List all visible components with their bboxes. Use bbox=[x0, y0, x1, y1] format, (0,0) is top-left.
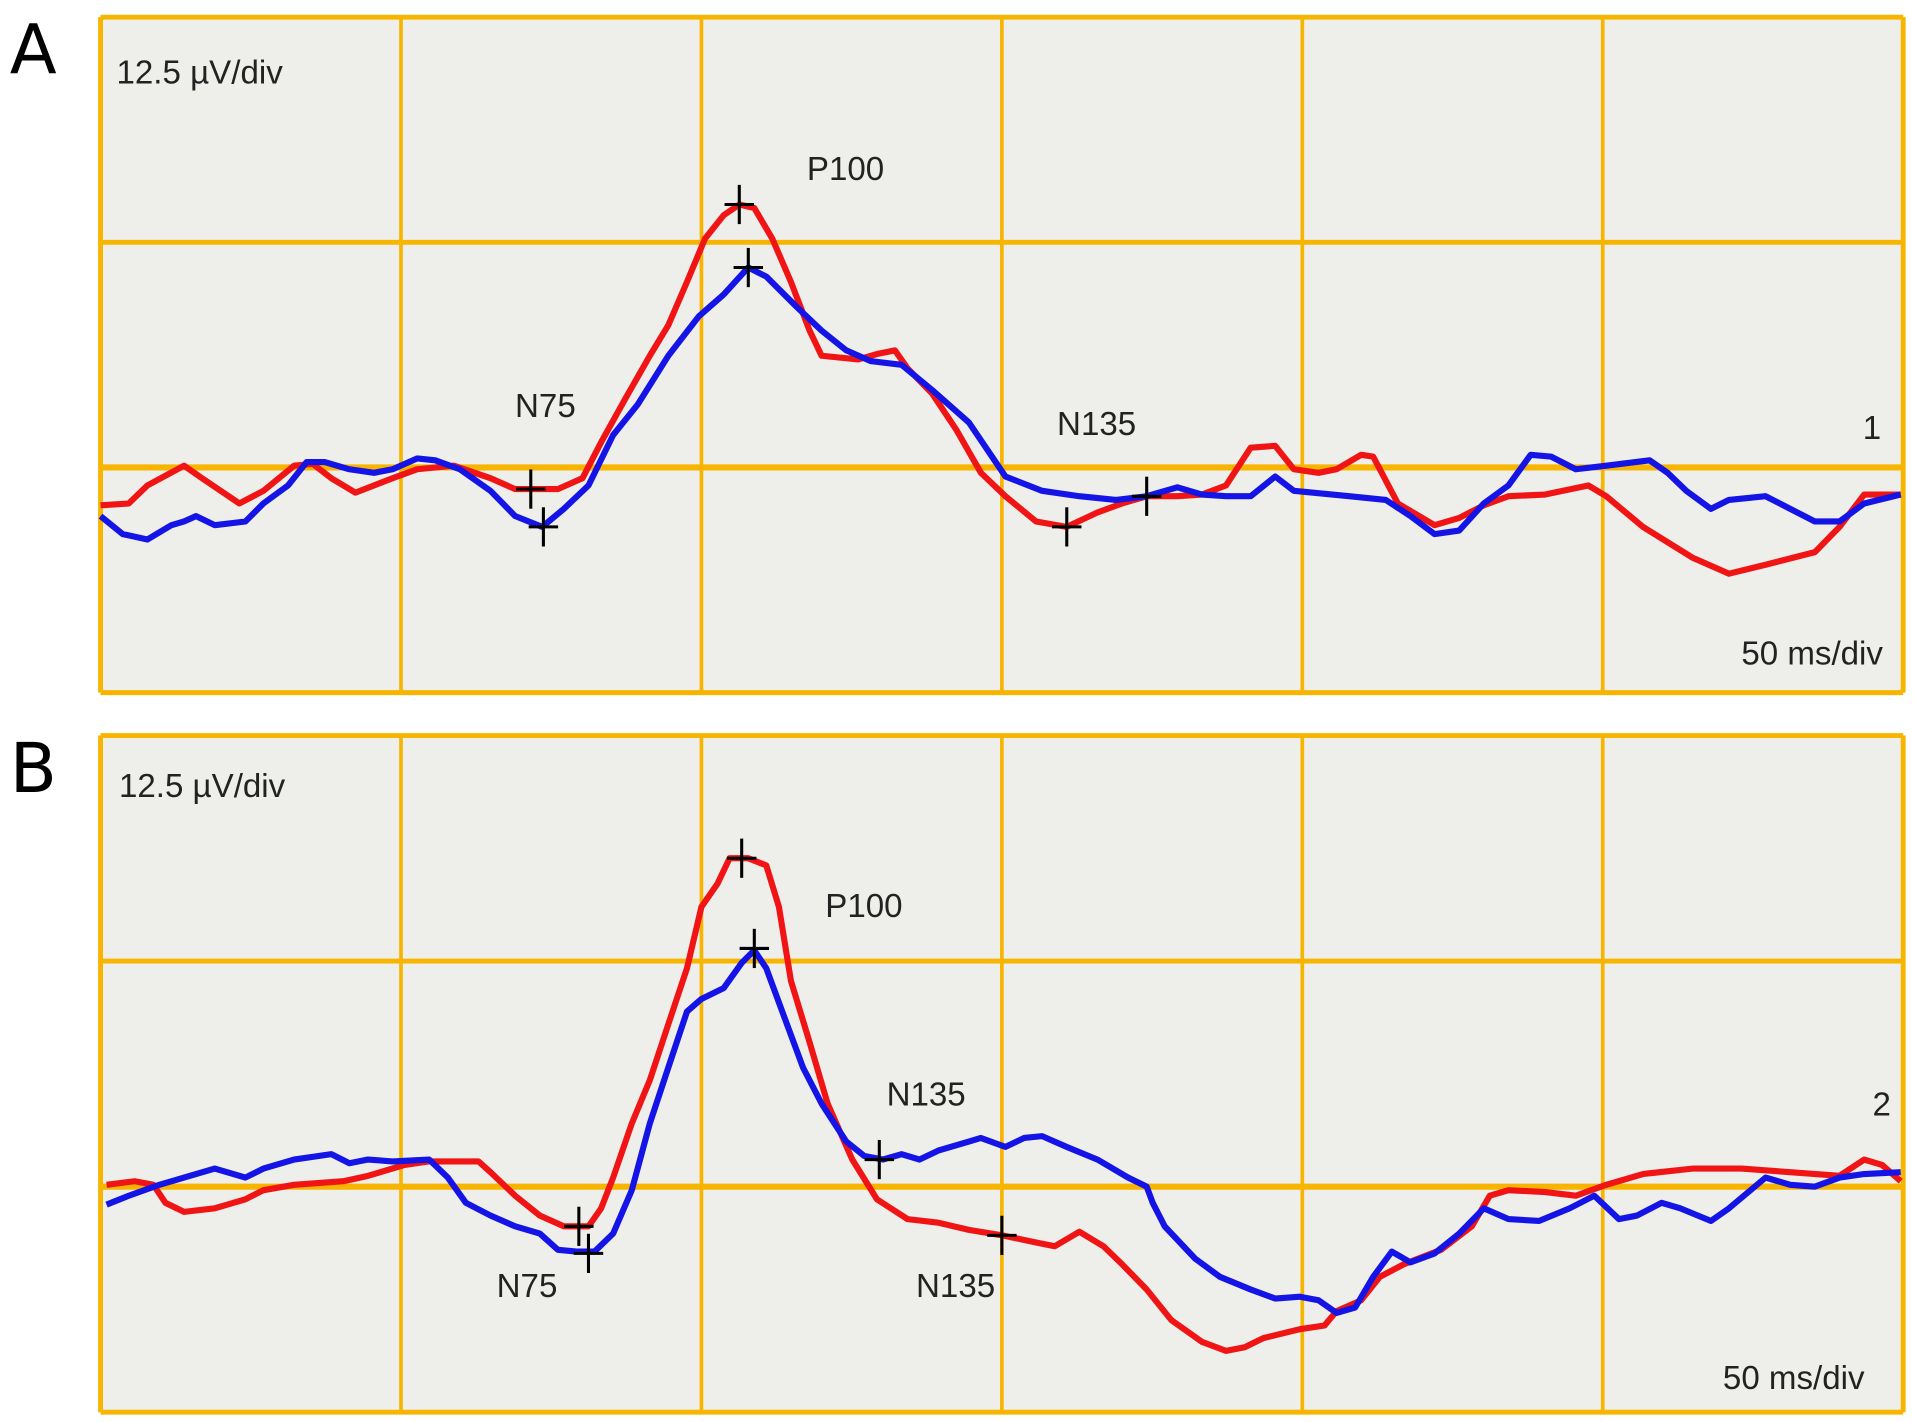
blue-trace bbox=[98, 264, 1902, 543]
peak-marker-n75-blue bbox=[528, 507, 559, 547]
peak-marker-p100-blue bbox=[739, 928, 770, 969]
peak-marker-p100-red bbox=[724, 184, 755, 225]
peak-markers bbox=[564, 838, 1017, 1274]
channel-label: 1 bbox=[1863, 410, 1881, 447]
time-scale-label: 50 ms/div bbox=[1723, 1360, 1865, 1397]
n135-label-red: N135 bbox=[916, 1268, 995, 1305]
p100-label: P100 bbox=[825, 888, 902, 925]
peak-marker-n135-blue bbox=[864, 1139, 895, 1180]
panel-a: A 12.5 µV/div P100 N75 N135 1 50 ms/div bbox=[10, 11, 1906, 696]
n75-label: N75 bbox=[515, 388, 576, 425]
peak-marker-p100-red bbox=[726, 838, 757, 878]
peak-marker-n135-red bbox=[987, 1215, 1017, 1255]
peak-marker-n75-red bbox=[564, 1206, 594, 1246]
peak-marker-n135-red bbox=[1052, 507, 1082, 547]
panel-label: B bbox=[10, 729, 57, 809]
peak-marker-n75-blue bbox=[573, 1233, 604, 1274]
n135-label: N135 bbox=[1057, 406, 1136, 443]
p100-label: P100 bbox=[807, 151, 884, 188]
time-scale-label: 50 ms/div bbox=[1741, 635, 1883, 672]
n75-label: N75 bbox=[497, 1268, 558, 1305]
amplitude-scale-label: 12.5 µV/div bbox=[116, 54, 283, 91]
n135-label-blue: N135 bbox=[887, 1077, 966, 1114]
panel-b: B 12.5 µV/div P100 N135 N75 N135 2 50 ms… bbox=[10, 729, 1906, 1415]
peak-markers bbox=[516, 184, 1162, 547]
amplitude-scale-label: 12.5 µV/div bbox=[119, 768, 286, 805]
blue-trace bbox=[105, 947, 1901, 1316]
panel-label: A bbox=[10, 11, 57, 91]
traces bbox=[98, 201, 1902, 577]
peak-marker-p100-blue bbox=[733, 247, 764, 288]
traces bbox=[105, 855, 1903, 1354]
channel-label: 2 bbox=[1873, 1087, 1891, 1124]
peak-marker-n75-red bbox=[516, 469, 546, 509]
peak-marker-n135-blue bbox=[1131, 476, 1162, 516]
